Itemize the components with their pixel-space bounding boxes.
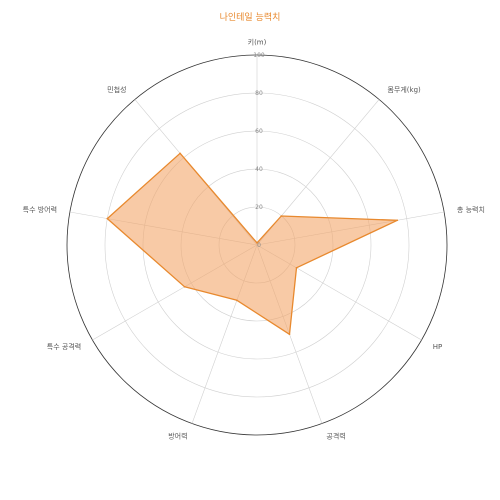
chart-title: 나인테일 능력치 bbox=[219, 13, 281, 23]
radial-tick-label: 60 bbox=[255, 128, 263, 135]
axis-label: 몸무게(kg) bbox=[387, 85, 421, 94]
series-point bbox=[183, 286, 186, 288]
axis-label: HP bbox=[433, 343, 443, 351]
axis-label: 방어력 bbox=[168, 431, 187, 440]
axis-label: 키(m) bbox=[248, 38, 267, 47]
axis-label: 총 능력치 bbox=[457, 205, 485, 214]
series-point bbox=[396, 219, 399, 222]
axis-label: 특수 방어력 bbox=[23, 205, 57, 214]
series-point bbox=[179, 152, 181, 155]
radial-ticks: 0 20 40 60 80 100 bbox=[253, 52, 265, 249]
series-point bbox=[256, 242, 258, 244]
radial-tick-label: 40 bbox=[255, 166, 263, 173]
axis-label: 민첩성 bbox=[107, 85, 126, 94]
radial-tick-label: 100 bbox=[253, 52, 265, 59]
series-area bbox=[106, 152, 398, 335]
radial-tick-label: 80 bbox=[255, 90, 263, 97]
series-point bbox=[236, 299, 238, 302]
series-point bbox=[288, 333, 291, 336]
series-point bbox=[295, 267, 298, 269]
radar-series bbox=[106, 152, 399, 336]
axis-label: 공격력 bbox=[326, 432, 345, 440]
radial-tick-label: 20 bbox=[255, 204, 263, 211]
series-point bbox=[280, 215, 283, 217]
radar-spokes bbox=[69, 55, 445, 424]
axis-labels: 키(m) 몸무게(kg) 총 능력치 HP 공격력 방어력 특수 공격력 특수 방어력 민첩성 bbox=[23, 38, 485, 441]
radial-tick-label: 0 bbox=[257, 242, 261, 249]
axis-label: 특수 공격력 bbox=[47, 343, 81, 351]
series-point bbox=[106, 217, 109, 220]
